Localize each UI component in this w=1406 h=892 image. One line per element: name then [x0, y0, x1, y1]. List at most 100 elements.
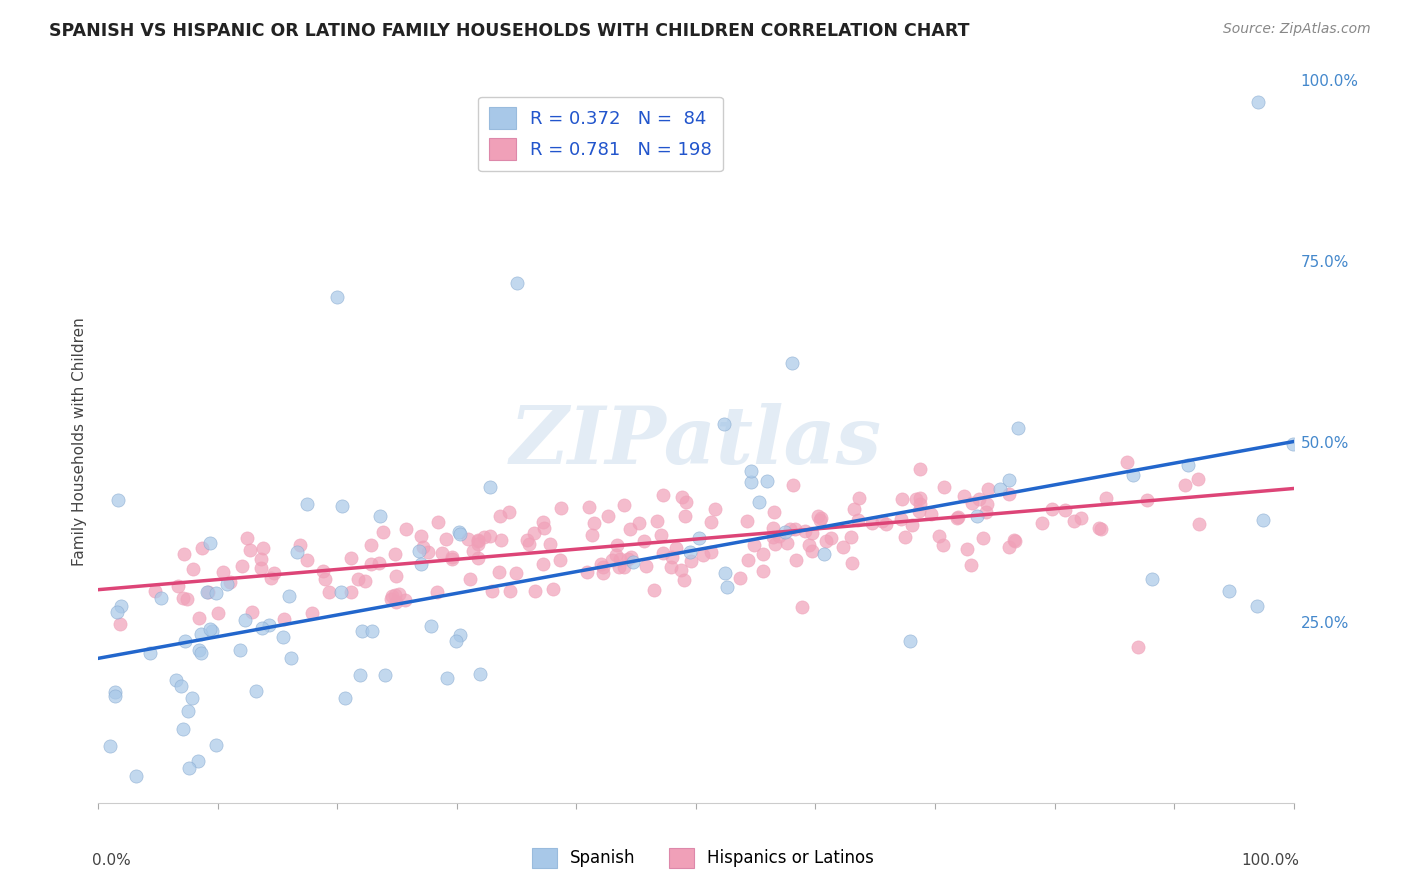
Point [820, 531, 842, 545]
Point [395, 522, 418, 536]
Text: SPANISH VS HISPANIC OR LATINO FAMILY HOUSEHOLDS WITH CHILDREN CORRELATION CHART: SPANISH VS HISPANIC OR LATINO FAMILY HOU… [49, 22, 970, 40]
Point [434, 533, 457, 547]
Point [380, 589, 402, 603]
Point [449, 627, 471, 641]
Point [239, 543, 262, 558]
Point [1004, 534, 1026, 549]
Point [444, 634, 467, 648]
Point [187, 643, 209, 657]
Point [1122, 468, 1144, 483]
Point [312, 564, 335, 578]
Point [188, 611, 211, 625]
Point [605, 548, 627, 562]
Point [458, 572, 481, 586]
Point [354, 574, 377, 588]
Point [609, 552, 631, 566]
Point [1095, 491, 1118, 505]
Point [1187, 473, 1209, 487]
Point [962, 496, 984, 510]
Point [842, 501, 865, 516]
Point [1282, 437, 1305, 451]
Point [531, 558, 554, 572]
Point [619, 522, 641, 536]
Point [441, 551, 464, 566]
Point [463, 543, 485, 558]
Point [198, 622, 221, 636]
Point [107, 605, 129, 619]
Point [1007, 421, 1029, 435]
Point [704, 502, 727, 516]
Point [645, 514, 668, 528]
Legend: Spanish, Hispanics or Latinos: Spanish, Hispanics or Latinos [526, 841, 880, 875]
Point [752, 564, 775, 578]
Point [295, 553, 318, 567]
Point [800, 544, 823, 558]
Point [467, 533, 489, 548]
Point [891, 491, 914, 506]
Point [607, 560, 630, 574]
Point [333, 690, 356, 705]
Point [374, 667, 396, 681]
Point [98, 739, 121, 754]
Point [499, 583, 522, 598]
Point [1031, 516, 1053, 530]
Point [110, 599, 132, 614]
Point [998, 487, 1021, 501]
Point [352, 624, 374, 639]
Point [740, 464, 762, 478]
Point [368, 556, 391, 570]
Point [762, 530, 785, 544]
Point [427, 515, 450, 529]
Point [187, 755, 209, 769]
Point [905, 492, 928, 507]
Point [675, 495, 697, 509]
Point [245, 683, 267, 698]
Point [229, 643, 252, 657]
Point [329, 585, 352, 599]
Point [145, 584, 167, 599]
Point [384, 547, 406, 561]
Point [498, 505, 520, 519]
Point [901, 517, 924, 532]
Point [240, 605, 263, 619]
Point [998, 541, 1021, 555]
Point [790, 599, 813, 614]
Point [394, 593, 416, 607]
Point [349, 667, 371, 681]
Point [205, 585, 228, 599]
Point [176, 592, 198, 607]
Text: 0.0%: 0.0% [93, 854, 131, 869]
Point [236, 531, 259, 545]
Point [212, 565, 235, 579]
Point [808, 513, 831, 527]
Point [620, 549, 643, 564]
Point [800, 526, 823, 541]
Point [399, 849, 422, 863]
Point [449, 525, 471, 540]
Point [813, 547, 835, 561]
Point [967, 492, 990, 507]
Point [385, 569, 408, 583]
Point [898, 633, 921, 648]
Point [197, 585, 219, 599]
Point [467, 534, 489, 549]
Point [890, 511, 912, 525]
Point [314, 573, 336, 587]
Point [541, 582, 564, 596]
Point [170, 680, 193, 694]
Point [814, 534, 837, 549]
Point [953, 489, 976, 503]
Point [271, 630, 294, 644]
Point [263, 566, 285, 580]
Point [380, 592, 402, 607]
Point [516, 533, 538, 547]
Point [810, 510, 832, 524]
Point [974, 505, 997, 519]
Point [920, 507, 942, 521]
Point [1174, 477, 1197, 491]
Point [956, 542, 979, 557]
Point [172, 723, 194, 737]
Point [538, 537, 561, 551]
Point [533, 521, 555, 535]
Point [1002, 533, 1025, 547]
